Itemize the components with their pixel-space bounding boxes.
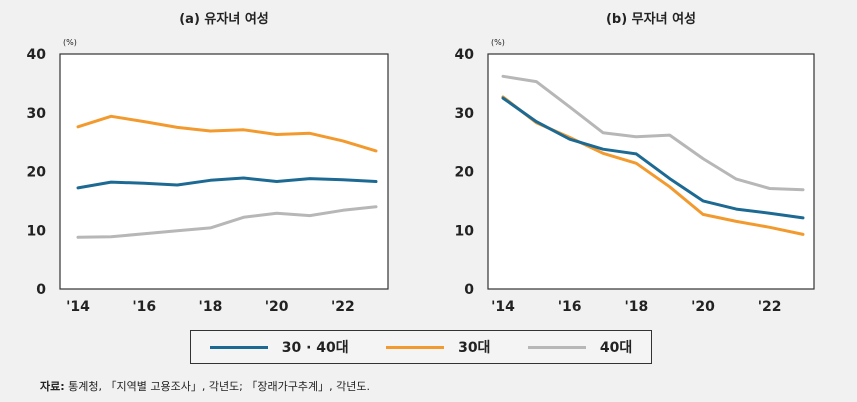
chart-b-ytick-label: 40	[455, 47, 475, 63]
source-text: 통계청, 「지역별 고용조사」, 각년도; 「장래가구추계」, 각년도.	[68, 380, 370, 393]
chart-b-ytick-label: 20	[455, 165, 475, 181]
chart-a-series-3040-line	[76, 176, 378, 190]
chart-a-ytick-label: 0	[36, 282, 46, 298]
legend-swatch-30	[386, 345, 445, 349]
source-label: 자료:	[40, 380, 65, 393]
chart-a-xtick-label: '16	[132, 299, 156, 315]
chart-a-plot-area	[59, 53, 389, 290]
chart-b-ytick-label: 30	[455, 106, 475, 122]
chart-a-ytick-label: 10	[27, 223, 47, 239]
chart-b-xtick-label: '18	[624, 299, 648, 315]
chart-a-ytick-label: 40	[27, 47, 47, 63]
chart-b-xtick-label: '22	[758, 299, 782, 315]
chart-b-series-40-line	[501, 74, 805, 192]
legend: 30 · 40대 30대 40대	[190, 330, 652, 364]
chart-b-xtick-label: '20	[691, 299, 715, 315]
source-note: 자료: 통계청, 「지역별 고용조사」, 각년도; 「장래가구추계」, 각년도.	[40, 378, 370, 394]
chart-a-ytick-label: 20	[27, 165, 47, 181]
chart-a-series-30-line	[76, 114, 378, 153]
chart-b-plot-area	[487, 53, 815, 290]
chart-a-xtick-label: '22	[331, 299, 355, 315]
charts-canvas: 0 10 20 30 40 (%) '14 '16 '18 '20 '22 0 10 20 30 40 (%) '…	[27, 38, 815, 315]
chart-b-series-3040-line	[501, 96, 805, 220]
chart-b-xtick-label: '14	[491, 299, 515, 315]
legend-item-40: 40대	[527, 337, 633, 357]
chart-b-unit-label: (%)	[491, 38, 505, 47]
chart-a-ytick-label: 30	[27, 106, 47, 122]
chart-b-xtick-label: '16	[558, 299, 582, 315]
chart-a-xtick-label: '20	[265, 299, 289, 315]
chart-b-ytick-label: 0	[464, 282, 474, 298]
chart-a-xtick-label: '14	[66, 299, 90, 315]
legend-swatch-40	[527, 345, 586, 349]
legend-label-30: 30대	[458, 340, 491, 356]
legend-swatch-3040	[209, 345, 268, 349]
chart-a-series-40-line	[76, 205, 378, 239]
chart-a-xtick-label: '18	[199, 299, 223, 315]
chart-a-title: (a) 유자녀 여성	[179, 12, 269, 27]
legend-label-3040: 30 · 40대	[281, 340, 349, 356]
legend-item-3040: 30 · 40대	[209, 337, 349, 357]
chart-b-title: (b) 무자녀 여성	[605, 12, 697, 27]
legend-item-30: 30대	[386, 337, 490, 357]
legend-label-40: 40대	[599, 340, 633, 356]
chart-a-unit-label: (%)	[63, 38, 77, 47]
chart-b-ytick-label: 10	[455, 223, 475, 239]
